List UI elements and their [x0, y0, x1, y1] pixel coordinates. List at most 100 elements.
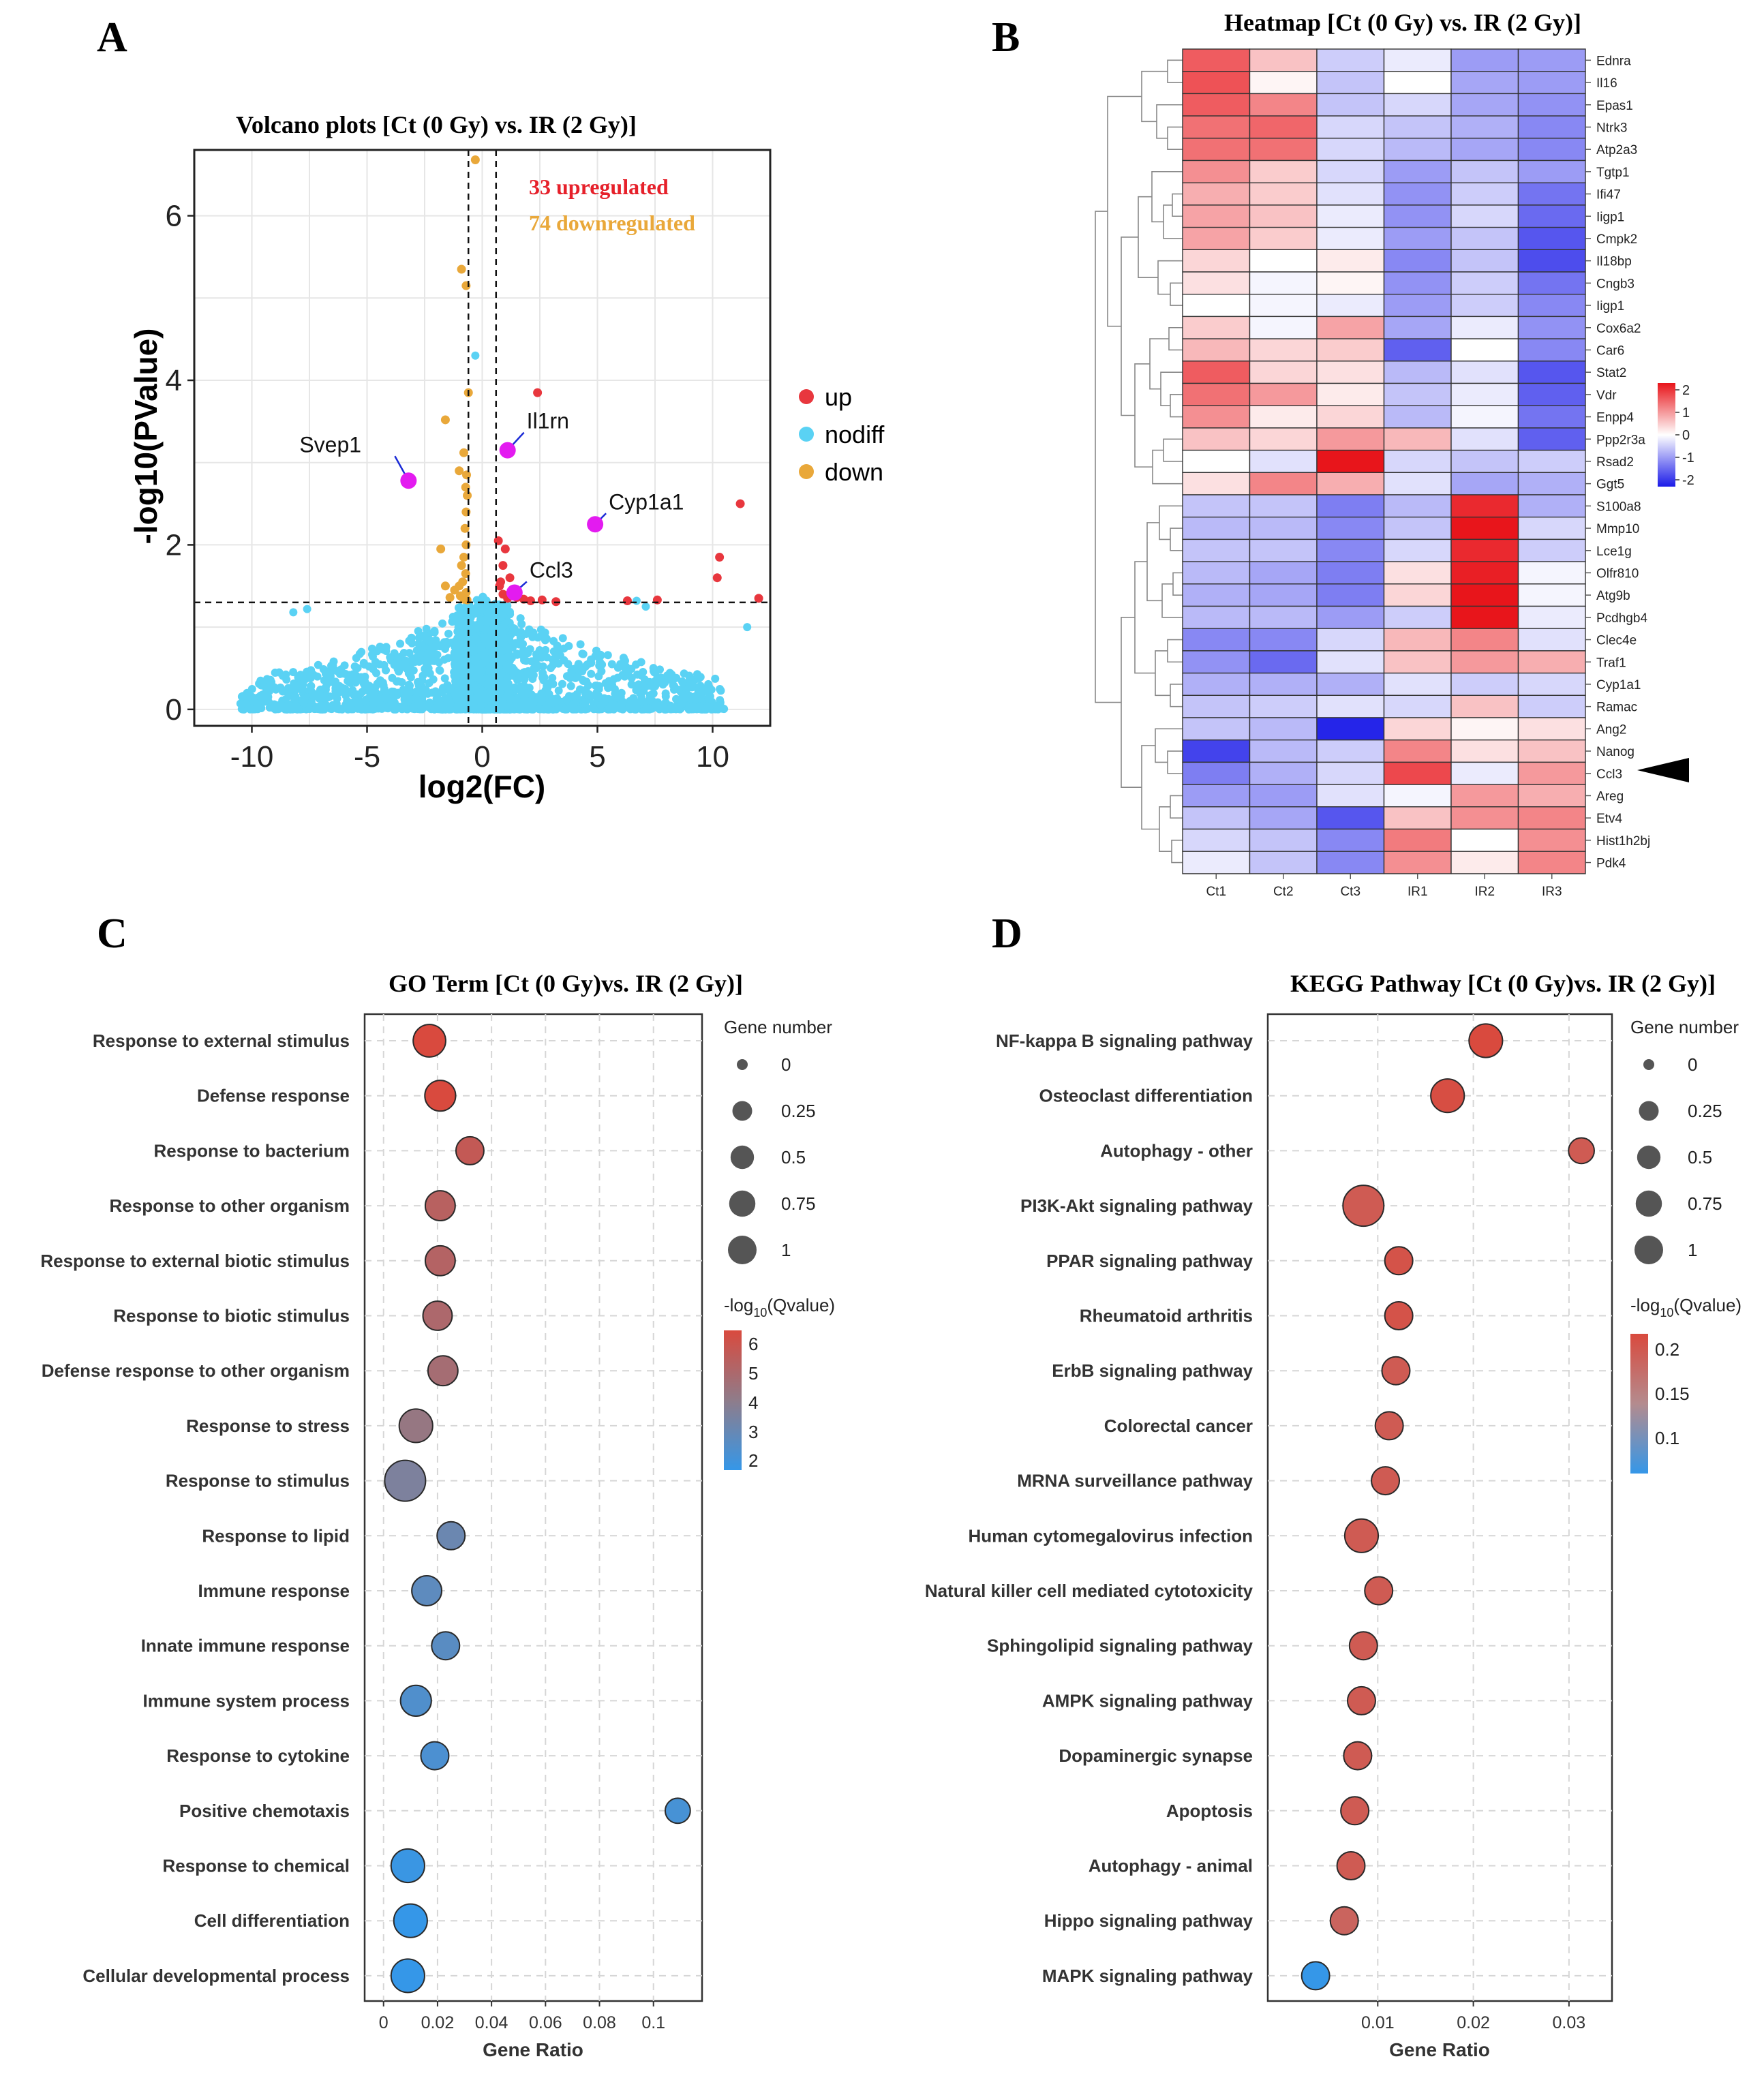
volcano-point-nodiff [409, 704, 418, 713]
volcano-point-nodiff [341, 684, 350, 693]
heatmap-cell [1383, 361, 1452, 384]
volcano-point-up [495, 581, 504, 591]
go-point [422, 1300, 453, 1331]
volcano-point-nodiff [603, 651, 612, 660]
heatmap-cell [1249, 361, 1318, 384]
volcano-point-nodiff [327, 661, 336, 670]
heatmap-cell [1517, 851, 1586, 874]
volcano-point-up [735, 499, 745, 508]
heatmap-dendro-link [1170, 795, 1183, 819]
heatmap-cell [1383, 672, 1452, 696]
heatmap-cell [1249, 628, 1318, 652]
volcano-point-nodiff [423, 636, 431, 645]
volcano-point-nodiff [352, 654, 361, 662]
volcano-point-nodiff [574, 660, 583, 669]
volcano-point-up [622, 596, 632, 606]
heatmap-cell [1182, 628, 1251, 652]
heatmap-cell [1182, 828, 1251, 852]
volcano-point-nodiff [717, 704, 726, 713]
heatmap-row-label: S100a8 [1596, 500, 1641, 514]
volcano-point-nodiff [427, 649, 436, 658]
go-point [384, 1459, 427, 1502]
volcano-point-up [715, 553, 725, 562]
heatmap-dendro-link [1149, 338, 1169, 390]
heatmap-cell [1182, 806, 1251, 830]
legend-up-label: up [825, 383, 852, 411]
heatmap-cell [1383, 449, 1452, 473]
volcano-point-nodiff [541, 645, 550, 654]
kegg-point [1374, 1411, 1404, 1441]
heatmap-cell [1517, 472, 1586, 495]
go-size-legend-label: 1 [781, 1240, 791, 1260]
volcano-point-nodiff [442, 637, 451, 646]
heatmap-cell [1450, 828, 1519, 852]
heatmap-row-label: Il18bp [1596, 255, 1632, 269]
heatmap-cell [1517, 249, 1586, 273]
volcano-point-nodiff [585, 690, 594, 699]
heatmap-cell [1249, 694, 1318, 718]
kegg-point [1371, 1466, 1401, 1496]
volcano-point-down [459, 448, 468, 457]
volcano-point-nodiff [407, 635, 416, 643]
volcano-point-nodiff [632, 596, 641, 605]
volcano-point-nodiff [548, 655, 557, 664]
volcano-point-nodiff [667, 675, 676, 684]
go-color-tick-label: 5 [748, 1363, 758, 1384]
heatmap-dendro-link [1141, 70, 1168, 123]
volcano-point-nodiff [460, 687, 469, 696]
heatmap-cell [1517, 517, 1586, 540]
heatmap-cell [1249, 249, 1318, 273]
volcano-point-nodiff [566, 704, 575, 713]
heatmap-cell [1316, 249, 1385, 273]
heatmap-cell [1450, 382, 1519, 406]
heatmap-cell [1249, 605, 1318, 629]
volcano-point-up [500, 544, 510, 553]
legend-down-label: down [825, 458, 883, 486]
heatmap-cell [1249, 672, 1318, 696]
kegg-size-legend-label: 0.25 [1688, 1101, 1722, 1121]
heatmap-cell [1450, 338, 1519, 362]
heatmap-dendro-link [1161, 583, 1183, 618]
heatmap-cell [1383, 294, 1452, 318]
volcano-up-count: 33 upregulated [529, 174, 669, 199]
volcano-panel: Volcano plots [Ct (0 Gy) vs. IR (2 Gy)] … [128, 111, 885, 804]
heatmap-cell [1249, 226, 1318, 251]
go-point [455, 1135, 485, 1165]
heatmap-row-label: Cox6a2 [1596, 322, 1641, 336]
go-colorbar [724, 1330, 742, 1470]
go-term-label: Response to stimulus [166, 1471, 350, 1491]
heatmap-cell [1383, 650, 1452, 674]
volcano-point-nodiff [502, 683, 511, 692]
heatmap-cell [1182, 717, 1251, 741]
heatmap-row-label: Atg9b [1596, 589, 1630, 603]
volcano-point-nodiff [483, 639, 492, 647]
heatmap-cell [1316, 494, 1385, 518]
volcano-point-nodiff [613, 673, 622, 682]
volcano-point-nodiff [287, 685, 296, 694]
heatmap-cell [1249, 517, 1318, 540]
volcano-point-nodiff [303, 605, 311, 613]
heatmap-row-label: Epas1 [1596, 99, 1633, 113]
heatmap-cell [1383, 694, 1452, 718]
volcano-point-nodiff [684, 690, 693, 699]
heatmap-cell [1316, 226, 1385, 251]
heatmap-row-label: Atp2a3 [1596, 143, 1637, 157]
heatmap-cell [1517, 449, 1586, 473]
go-term-label: Response to bacterium [153, 1140, 350, 1161]
heatmap-row-label: Pcdhgb4 [1596, 611, 1647, 626]
volcano-point-nodiff [490, 617, 499, 626]
heatmap-cell [1383, 316, 1452, 339]
heatmap-cell [1316, 115, 1385, 139]
panel-label-c: C [97, 911, 127, 957]
volcano-point-nodiff [711, 674, 720, 683]
heatmap-cell [1182, 226, 1251, 251]
heatmap-cell [1249, 294, 1318, 318]
volcano-point-nodiff [356, 697, 365, 706]
heatmap-cell [1316, 204, 1385, 228]
kegg-point [1384, 1246, 1414, 1276]
heatmap-cell [1517, 271, 1586, 295]
heatmap-title: Heatmap [Ct (0 Gy) vs. IR (2 Gy)] [1224, 9, 1581, 36]
kegg-size-legend-label: 0 [1688, 1054, 1697, 1075]
heatmap-row-label: Cyp1a1 [1596, 678, 1641, 692]
kegg-point [1384, 1300, 1414, 1331]
